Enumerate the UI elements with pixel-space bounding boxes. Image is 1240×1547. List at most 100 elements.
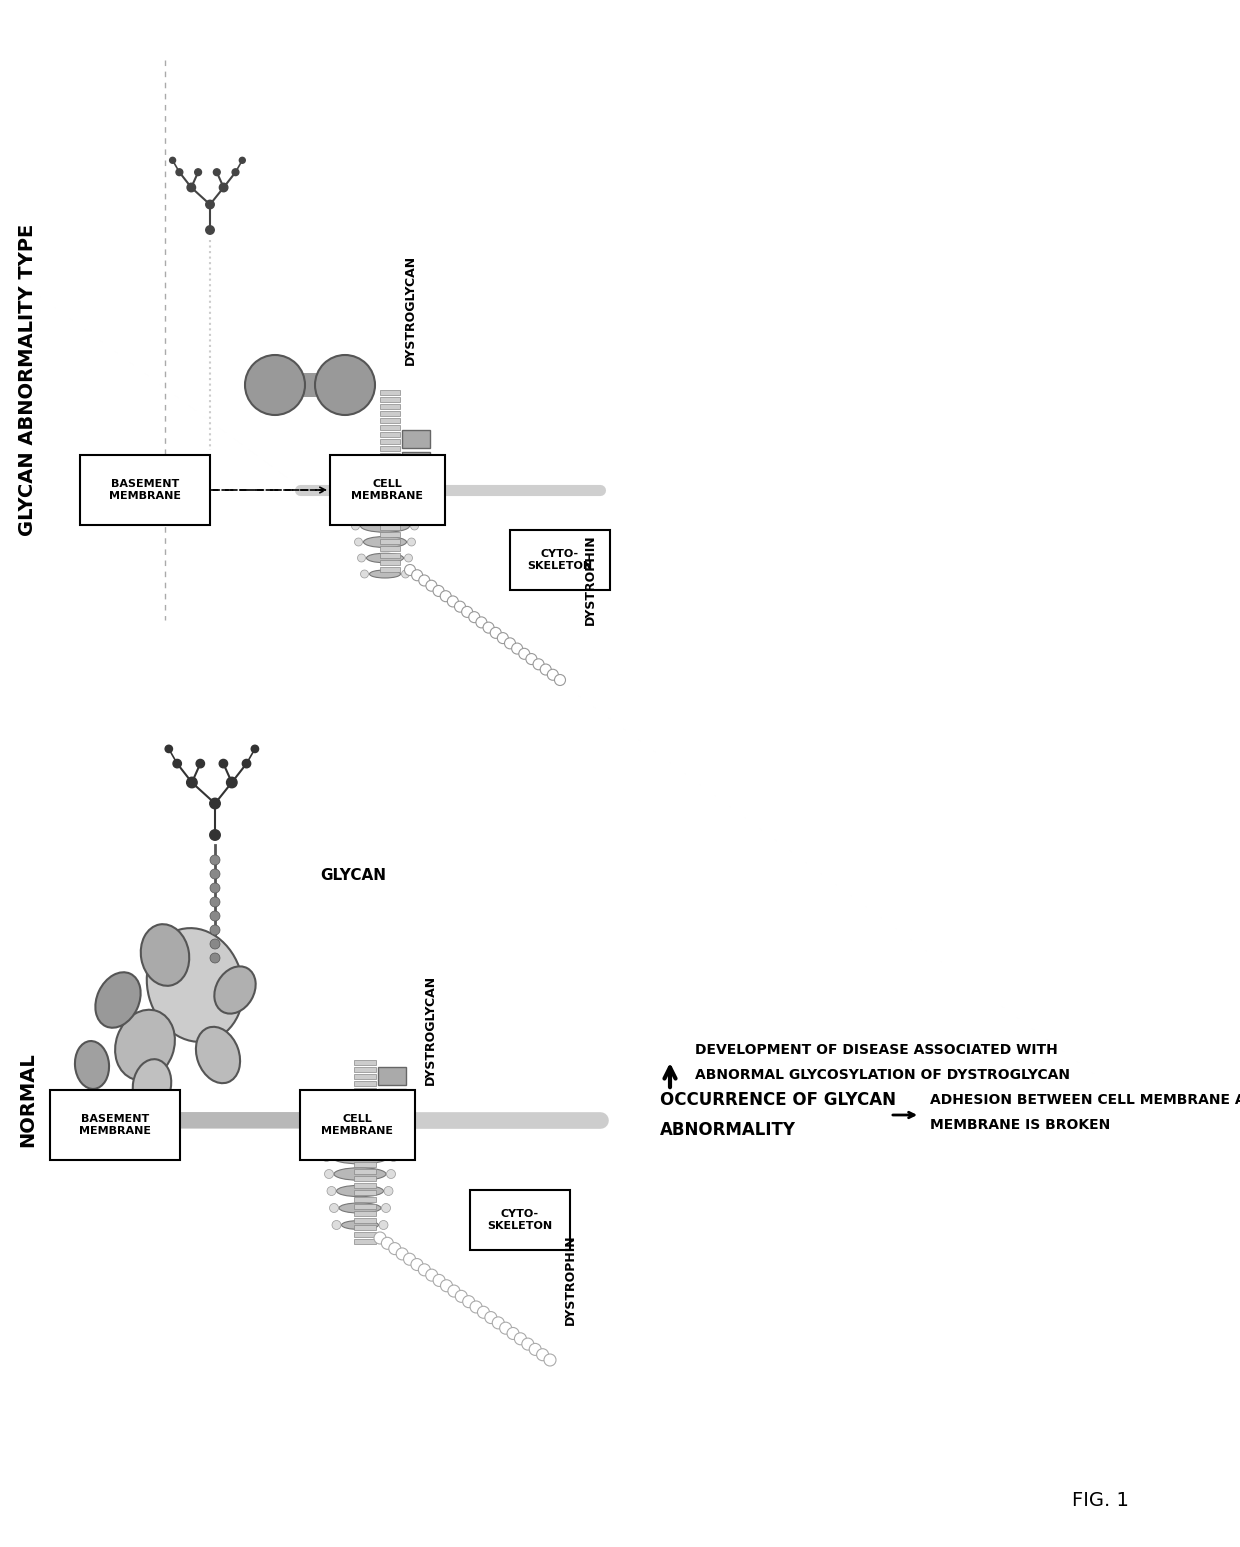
Circle shape [387, 1170, 396, 1179]
Ellipse shape [370, 569, 401, 579]
Bar [402, 430, 430, 449]
Circle shape [325, 1170, 334, 1179]
Bar [353, 1190, 376, 1194]
Circle shape [210, 855, 219, 865]
Circle shape [440, 1279, 453, 1292]
Bar [379, 504, 401, 509]
Ellipse shape [115, 1010, 175, 1080]
Bar [379, 398, 401, 402]
Circle shape [348, 506, 357, 514]
Text: CYTO-
SKELETON: CYTO- SKELETON [527, 549, 593, 571]
Circle shape [330, 1204, 339, 1213]
Circle shape [210, 897, 219, 907]
Circle shape [529, 1343, 541, 1355]
Circle shape [512, 644, 522, 654]
Circle shape [389, 1153, 398, 1162]
Bar [353, 1225, 376, 1230]
Bar [353, 1231, 376, 1238]
Bar [50, 1091, 180, 1160]
Text: BASEMENT
MEMBRANE: BASEMENT MEMBRANE [109, 480, 181, 501]
Text: DYSTROPHIN: DYSTROPHIN [563, 1235, 577, 1326]
Text: DYSTROGLYCAN: DYSTROGLYCAN [424, 975, 436, 1084]
Circle shape [210, 869, 219, 879]
Circle shape [440, 591, 451, 602]
Bar [353, 1148, 376, 1153]
Bar [379, 532, 401, 537]
Bar [379, 412, 401, 416]
Circle shape [219, 760, 228, 767]
Bar [81, 455, 210, 524]
Bar [379, 390, 401, 394]
Circle shape [382, 1204, 391, 1213]
Bar [379, 490, 401, 495]
Bar [353, 1197, 376, 1202]
Ellipse shape [357, 503, 413, 517]
Text: ABNORMAL GLYCOSYLATION OF DYSTROGLYCAN: ABNORMAL GLYCOSYLATION OF DYSTROGLYCAN [694, 1067, 1070, 1081]
Circle shape [470, 1301, 482, 1313]
Text: NORMAL: NORMAL [19, 1052, 37, 1148]
Bar [379, 418, 401, 422]
Circle shape [379, 1221, 388, 1230]
Ellipse shape [74, 1041, 109, 1089]
Bar [353, 1176, 376, 1180]
Circle shape [492, 1316, 505, 1329]
Circle shape [206, 226, 215, 234]
Bar [330, 455, 445, 524]
Ellipse shape [215, 967, 255, 1013]
Circle shape [484, 622, 494, 633]
Ellipse shape [339, 1204, 381, 1213]
Text: OCCURRENCE OF GLYCAN: OCCURRENCE OF GLYCAN [660, 1091, 897, 1109]
Circle shape [210, 798, 221, 809]
Bar [379, 467, 401, 472]
Bar [379, 439, 401, 444]
Circle shape [455, 1290, 467, 1303]
Bar [353, 1204, 376, 1210]
Bar [353, 1239, 376, 1244]
Circle shape [374, 1231, 386, 1244]
Circle shape [332, 1221, 341, 1230]
Circle shape [410, 1259, 423, 1270]
Text: DEVELOPMENT OF DISEASE ASSOCIATED WITH: DEVELOPMENT OF DISEASE ASSOCIATED WITH [694, 1043, 1058, 1057]
Circle shape [315, 354, 374, 415]
Circle shape [410, 521, 419, 531]
Circle shape [174, 760, 181, 767]
Bar [379, 518, 401, 523]
Ellipse shape [329, 1132, 391, 1148]
Bar [379, 552, 401, 558]
Bar [510, 531, 610, 589]
Ellipse shape [331, 1149, 388, 1163]
Text: GLYCAN ABNORMALITY TYPE: GLYCAN ABNORMALITY TYPE [19, 224, 37, 537]
Bar [379, 404, 401, 408]
Circle shape [361, 569, 368, 579]
Text: BASEMENT
MEMBRANE: BASEMENT MEMBRANE [79, 1114, 151, 1135]
Bar [353, 1162, 376, 1166]
Circle shape [242, 760, 250, 767]
Circle shape [396, 1248, 408, 1259]
Circle shape [404, 565, 415, 575]
Bar [353, 1115, 376, 1122]
Circle shape [210, 883, 219, 893]
Circle shape [515, 1334, 527, 1344]
Bar [378, 1089, 405, 1108]
Circle shape [196, 760, 205, 767]
Bar [353, 1156, 376, 1160]
Circle shape [232, 169, 239, 176]
Circle shape [227, 777, 237, 787]
Ellipse shape [361, 520, 409, 532]
Bar [379, 425, 401, 430]
Circle shape [448, 596, 459, 606]
Circle shape [433, 585, 444, 597]
Circle shape [403, 1253, 415, 1265]
Circle shape [413, 506, 422, 514]
Circle shape [461, 606, 472, 617]
Bar [353, 1101, 376, 1108]
Circle shape [469, 611, 480, 622]
Bar [353, 1074, 376, 1078]
Circle shape [246, 354, 305, 415]
Circle shape [322, 1153, 331, 1162]
Bar [379, 560, 401, 565]
Bar [353, 1088, 376, 1094]
Text: GLYCAN: GLYCAN [320, 868, 386, 882]
Circle shape [476, 617, 487, 628]
Circle shape [382, 1238, 393, 1250]
